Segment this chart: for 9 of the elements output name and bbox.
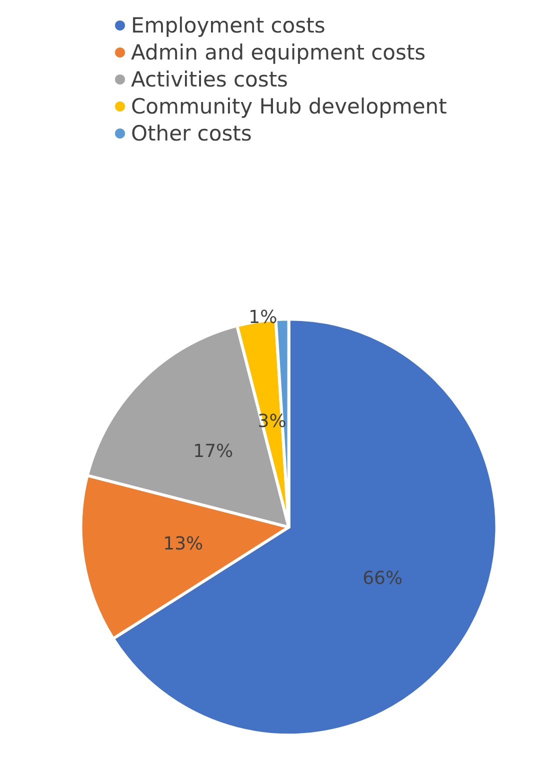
data-label: 1%: [248, 306, 278, 328]
legend-label: Other costs: [131, 122, 252, 146]
legend-label: Activities costs: [131, 68, 288, 92]
data-label: 13%: [163, 533, 204, 554]
legend-label: Admin and equipment costs: [131, 40, 426, 64]
data-label: 17%: [193, 441, 234, 462]
legend-label: Community Hub development: [131, 94, 447, 118]
data-label: 66%: [362, 568, 403, 590]
legend-label: Employment costs: [131, 14, 326, 38]
